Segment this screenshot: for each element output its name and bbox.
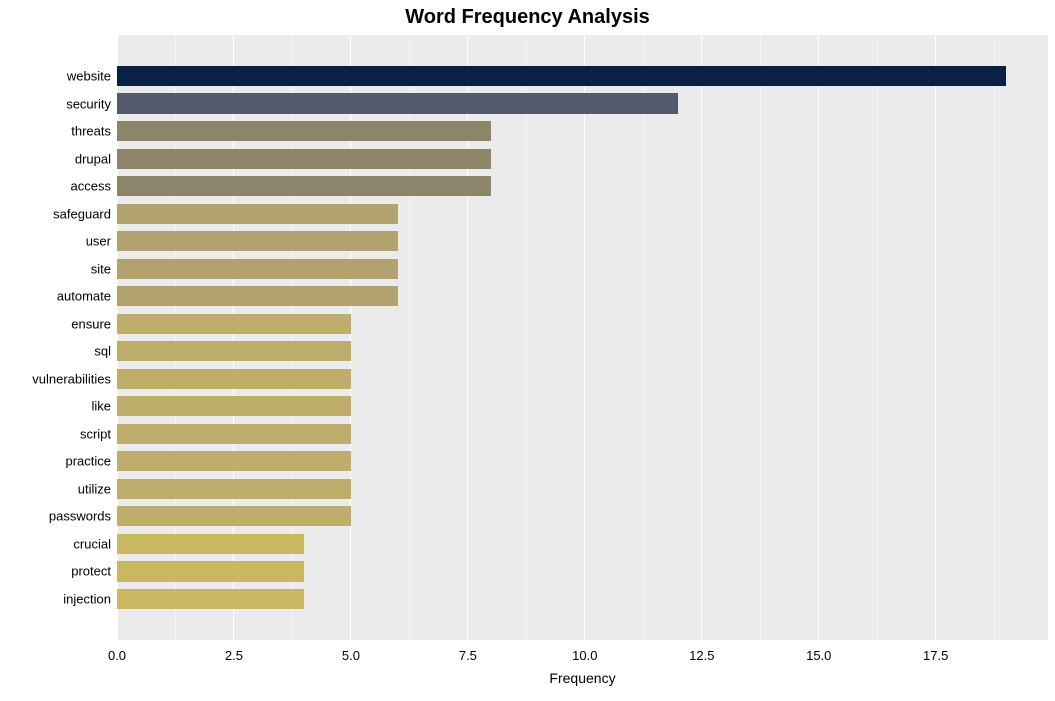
- bar: [117, 231, 398, 251]
- chart-title: Word Frequency Analysis: [0, 6, 1055, 29]
- x-tick-label: 2.5: [225, 640, 243, 663]
- y-tick-label: utilize: [78, 481, 117, 496]
- x-tick-label: 10.0: [572, 640, 597, 663]
- bar-row: [117, 369, 1048, 389]
- bar-row: [117, 534, 1048, 554]
- y-tick-label: injection: [63, 592, 117, 607]
- bar-row: [117, 424, 1048, 444]
- bar-row: [117, 479, 1048, 499]
- x-tick-label: 0.0: [108, 640, 126, 663]
- bar: [117, 93, 678, 113]
- bar-row: [117, 176, 1048, 196]
- bar: [117, 396, 351, 416]
- bar-row: [117, 396, 1048, 416]
- word-frequency-chart: Word Frequency Analysis Frequency 0.02.5…: [0, 0, 1055, 701]
- bar-row: [117, 204, 1048, 224]
- bar: [117, 314, 351, 334]
- y-tick-label: website: [67, 68, 117, 83]
- y-tick-label: vulnerabilities: [32, 371, 117, 386]
- bar: [117, 204, 398, 224]
- y-tick-label: script: [80, 426, 117, 441]
- bar-row: [117, 561, 1048, 581]
- y-tick-label: safeguard: [53, 206, 117, 221]
- bar-row: [117, 506, 1048, 526]
- bar: [117, 149, 491, 169]
- bar-row: [117, 93, 1048, 113]
- bar: [117, 176, 491, 196]
- x-tick-label: 12.5: [689, 640, 714, 663]
- y-tick-label: site: [91, 261, 117, 276]
- bar: [117, 534, 304, 554]
- bar: [117, 259, 398, 279]
- y-tick-label: sql: [94, 344, 117, 359]
- y-tick-label: threats: [71, 124, 117, 139]
- y-tick-label: protect: [71, 564, 117, 579]
- y-tick-label: like: [91, 399, 117, 414]
- bar: [117, 341, 351, 361]
- x-axis-title: Frequency: [117, 670, 1048, 686]
- bar-row: [117, 149, 1048, 169]
- bar-row: [117, 589, 1048, 609]
- plot-area: Frequency 0.02.55.07.510.012.515.017.5we…: [117, 35, 1048, 640]
- y-tick-label: access: [71, 179, 117, 194]
- y-tick-label: ensure: [71, 316, 117, 331]
- y-tick-label: practice: [65, 454, 117, 469]
- bar: [117, 369, 351, 389]
- y-tick-label: drupal: [75, 151, 117, 166]
- bar: [117, 286, 398, 306]
- bar: [117, 589, 304, 609]
- x-tick-label: 15.0: [806, 640, 831, 663]
- y-tick-label: passwords: [49, 509, 117, 524]
- bar-row: [117, 286, 1048, 306]
- bar: [117, 424, 351, 444]
- bar: [117, 479, 351, 499]
- y-tick-label: security: [66, 96, 117, 111]
- bar: [117, 121, 491, 141]
- x-tick-label: 7.5: [459, 640, 477, 663]
- bar: [117, 66, 1006, 86]
- bar-row: [117, 259, 1048, 279]
- bar: [117, 506, 351, 526]
- bar: [117, 451, 351, 471]
- bar-row: [117, 231, 1048, 251]
- y-tick-label: automate: [57, 289, 117, 304]
- bar-row: [117, 451, 1048, 471]
- y-tick-label: crucial: [73, 536, 117, 551]
- bar-row: [117, 121, 1048, 141]
- bar-row: [117, 314, 1048, 334]
- x-tick-label: 5.0: [342, 640, 360, 663]
- bar-row: [117, 341, 1048, 361]
- y-tick-label: user: [86, 234, 117, 249]
- x-tick-label: 17.5: [923, 640, 948, 663]
- bar-row: [117, 66, 1048, 86]
- bar: [117, 561, 304, 581]
